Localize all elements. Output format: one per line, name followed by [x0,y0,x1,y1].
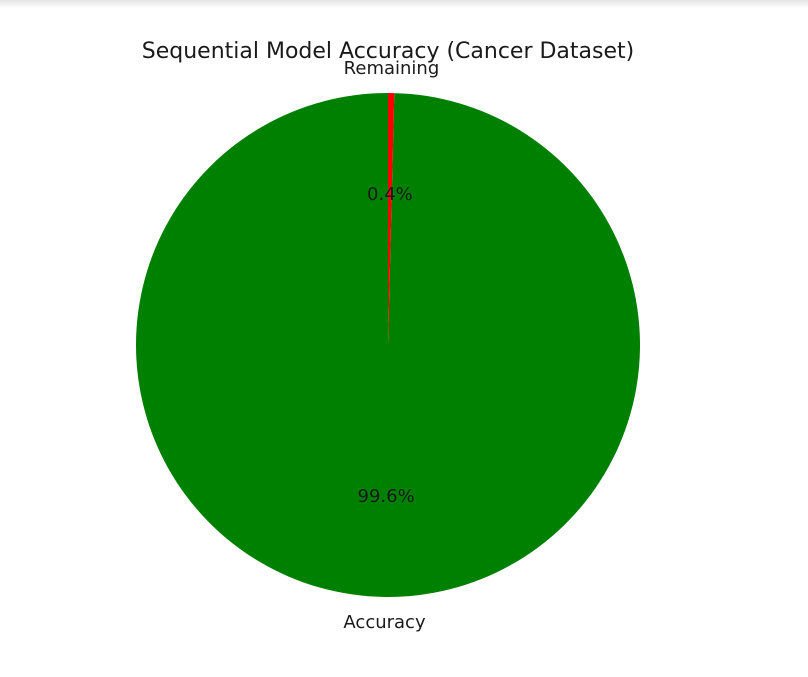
pie-percent-remaining: 0.4% [367,184,413,205]
window-top-shadow [0,0,808,8]
pie-labels: Accuracy 99.6% Remaining 0.4% [343,58,439,633]
pie-label-remaining: Remaining [344,58,440,79]
pie-label-accuracy: Accuracy [343,612,426,633]
pie-slice-remaining [388,93,395,345]
pie-percent-accuracy: 99.6% [358,486,415,507]
pie-slices [135,93,640,597]
chart-title: Sequential Model Accuracy (Cancer Datase… [142,39,634,64]
